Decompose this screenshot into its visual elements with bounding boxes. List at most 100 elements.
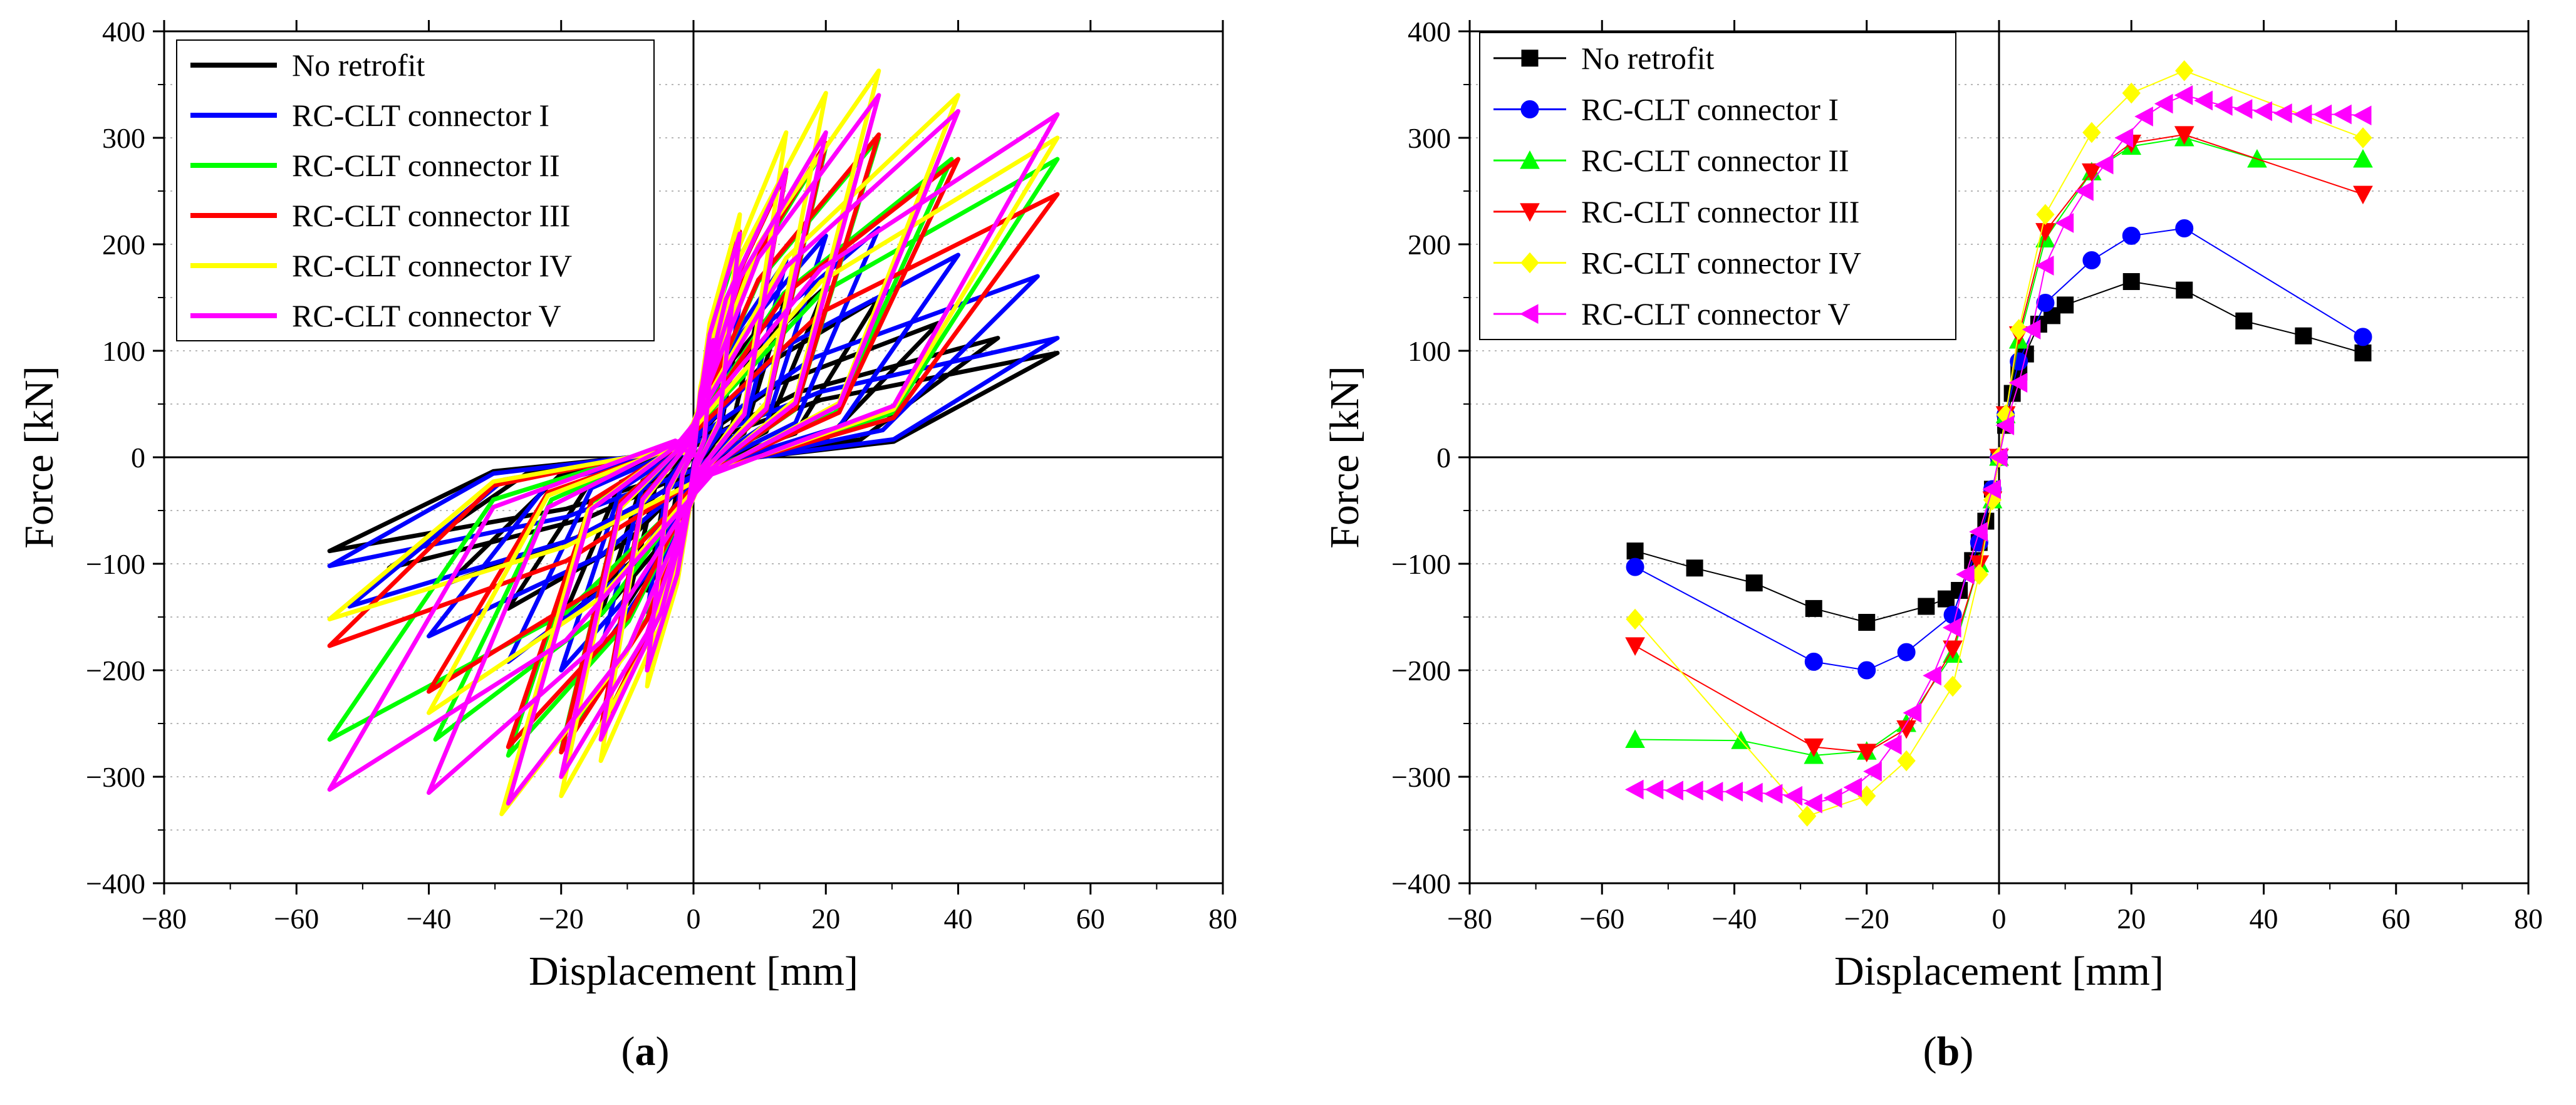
x-tick-label: 20 [2117, 903, 2146, 935]
y-tick-label: 0 [1436, 442, 1451, 474]
x-tick-label: 0 [1992, 903, 2007, 935]
data-point-rc-clt-connector-v-7 [1763, 784, 1783, 804]
x-tick-label: −80 [1447, 903, 1492, 935]
data-point-no-retrofit-23 [2295, 327, 2312, 345]
data-point-rc-clt-connector-iv-0 [1626, 608, 1644, 630]
data-point-rc-clt-connector-v-2 [1665, 781, 1683, 801]
legend-box [176, 39, 655, 341]
y-tick-label: 0 [131, 442, 145, 474]
data-point-rc-clt-connector-i-0 [1626, 558, 1644, 576]
x-tick-label: −20 [539, 903, 584, 935]
data-point-rc-clt-connector-v-27 [2094, 154, 2114, 175]
data-point-rc-clt-connector-v-12 [1863, 761, 1882, 782]
data-point-no-retrofit-2 [1745, 574, 1763, 592]
data-point-rc-clt-connector-iv-4 [1943, 675, 1962, 697]
y-tick-label: 300 [1408, 122, 1451, 154]
data-point-rc-clt-connector-v-legend [1519, 304, 1539, 324]
x-tick-label: 40 [2250, 903, 2278, 935]
y-tick-label: 400 [1408, 16, 1451, 48]
data-point-rc-clt-connector-iv-3 [1897, 750, 1916, 772]
panel-label: (b) [1923, 1029, 1974, 1074]
x-axis-title: Displacement [mm] [1834, 948, 2164, 994]
data-point-rc-clt-connector-v-39 [2333, 104, 2352, 125]
series-markers-no-retrofit [1626, 273, 2372, 631]
legend-label-rc-clt-connector-ii: RC-CLT connector II [292, 148, 560, 183]
data-point-rc-clt-connector-ii-legend [1520, 150, 1540, 169]
data-point-rc-clt-connector-v-8 [1784, 786, 1803, 806]
data-point-rc-clt-connector-v-35 [2253, 101, 2272, 122]
x-axis-title: Displacement [mm] [529, 948, 858, 994]
data-point-rc-clt-connector-iii-13 [2174, 126, 2194, 145]
legend: No retrofit RC-CLT connector I RC-CLT conn… [176, 39, 655, 341]
data-point-rc-clt-connector-i-3 [1897, 643, 1916, 661]
data-point-rc-clt-connector-iv-10 [2036, 204, 2055, 226]
data-point-rc-clt-connector-v-31 [2174, 85, 2193, 105]
x-tick-label: 40 [944, 903, 973, 935]
plot-area [1625, 60, 2373, 827]
data-point-rc-clt-connector-ii-16 [2353, 148, 2373, 168]
data-point-rc-clt-connector-v-30 [2154, 93, 2173, 114]
data-point-rc-clt-connector-v-21 [1995, 415, 2015, 435]
data-point-rc-clt-connector-v-20 [1988, 447, 2008, 467]
legend-label-rc-clt-connector-v: RC-CLT connector V [1581, 296, 1851, 331]
data-point-rc-clt-connector-v-5 [1724, 781, 1743, 802]
data-point-rc-clt-connector-v-38 [2313, 104, 2332, 125]
data-point-rc-clt-connector-iv-13 [2175, 60, 2194, 81]
data-point-rc-clt-connector-v-13 [1883, 735, 1902, 755]
legend-label-rc-clt-connector-iv: RC-CLT connector IV [1581, 246, 1861, 281]
legend-label-rc-clt-connector-i: RC-CLT connector I [292, 98, 549, 133]
data-point-rc-clt-connector-v-18 [1969, 522, 1988, 542]
data-point-rc-clt-connector-iii-0 [1625, 637, 1645, 656]
y-axis-title: Force [kN] [1322, 366, 1368, 548]
y-tick-label: −200 [86, 655, 145, 687]
legend-label-no-retrofit: No retrofit [1581, 41, 1715, 76]
x-tick-label: 0 [687, 903, 701, 935]
data-point-rc-clt-connector-v-25 [2055, 213, 2074, 233]
data-point-rc-clt-connector-i-12 [2122, 226, 2141, 245]
y-tick-label: 200 [1408, 229, 1451, 261]
x-tick-label: −40 [407, 903, 452, 935]
data-point-rc-clt-connector-v-26 [2075, 181, 2094, 201]
data-point-rc-clt-connector-i-14 [2354, 328, 2372, 346]
data-point-no-retrofit-24 [2354, 344, 2372, 361]
data-point-rc-clt-connector-iii-2 [1856, 744, 1877, 762]
data-point-rc-clt-connector-v-15 [1923, 665, 1941, 686]
data-point-rc-clt-connector-v-16 [1943, 618, 1961, 638]
data-point-rc-clt-connector-v-28 [2114, 128, 2134, 148]
data-point-rc-clt-connector-v-10 [1823, 788, 1842, 808]
data-point-rc-clt-connector-v-19 [1982, 479, 2001, 499]
legend-label-rc-clt-connector-i: RC-CLT connector I [1581, 92, 1839, 127]
data-point-rc-clt-connector-iii-legend [1520, 203, 1540, 222]
data-point-rc-clt-connector-v-22 [2008, 373, 2028, 393]
legend-label-rc-clt-connector-iv: RC-CLT connector IV [292, 248, 572, 283]
x-tick-label: 80 [1208, 903, 1237, 935]
data-point-no-retrofit-5 [1918, 598, 1935, 615]
y-axis-title: Force [kN] [16, 366, 62, 548]
data-point-rc-clt-connector-iii-11 [2082, 163, 2102, 182]
data-point-rc-clt-connector-v-40 [2352, 105, 2372, 126]
data-point-rc-clt-connector-v-37 [2293, 104, 2312, 125]
data-point-rc-clt-connector-iv-1 [1798, 806, 1817, 827]
legend-label-no-retrofit: No retrofit [292, 48, 425, 83]
data-point-no-retrofit-4 [1858, 614, 1876, 631]
data-point-no-retrofit-3 [1805, 599, 1822, 617]
data-point-rc-clt-connector-iii-4 [1943, 640, 1963, 660]
legend-label-rc-clt-connector-ii: RC-CLT connector II [1581, 143, 1849, 178]
y-tick-label: −300 [86, 761, 145, 793]
y-tick-label: 400 [102, 16, 145, 48]
chart-panel-a: −80 −60 −40 −20 0 20 40 60 80−400−300−200−100010… [16, 16, 1237, 1074]
data-point-no-retrofit-20 [2122, 273, 2140, 290]
data-point-rc-clt-connector-iv-14 [2354, 127, 2372, 148]
chart-panel-b: −80 −60 −40 −20 0 20 40 60 80−400−300−200−100010… [1322, 16, 2543, 1074]
data-point-rc-clt-connector-iii-1 [1804, 738, 1824, 757]
y-tick-label: 100 [102, 335, 145, 367]
x-tick-label: 20 [811, 903, 840, 935]
data-point-rc-clt-connector-v-9 [1804, 793, 1822, 814]
y-tick-label: −100 [1391, 548, 1451, 580]
data-point-rc-clt-connector-iv-9 [2010, 319, 2028, 340]
data-point-rc-clt-connector-v-32 [2194, 90, 2213, 111]
data-point-rc-clt-connector-v-23 [2022, 319, 2041, 340]
data-point-no-retrofit-19 [2057, 296, 2074, 314]
y-tick-label: −400 [86, 868, 145, 900]
panel-label: (a) [621, 1029, 670, 1074]
